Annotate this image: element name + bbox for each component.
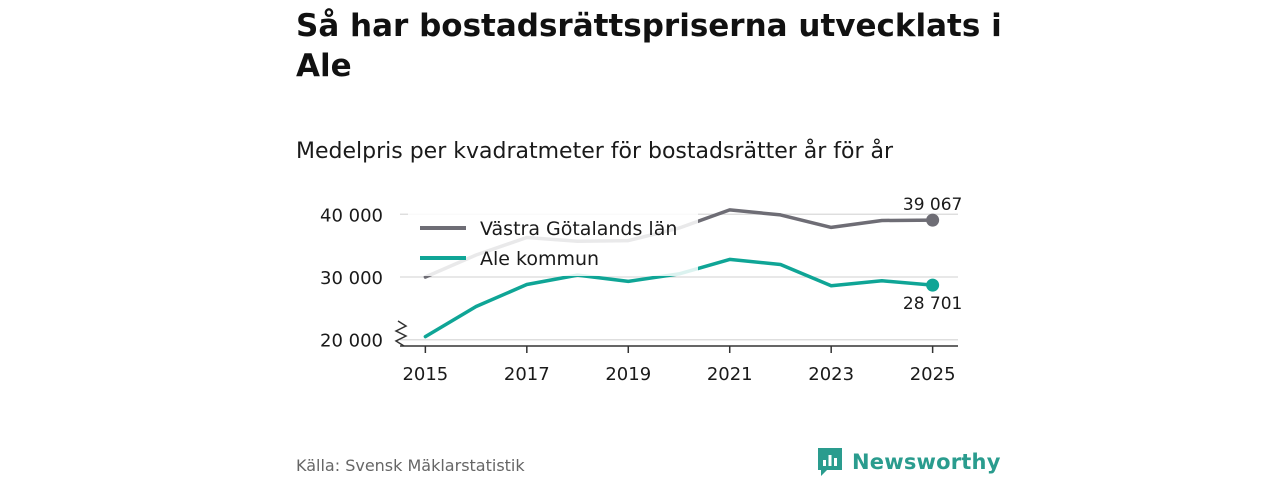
x-tick-label: 2019 <box>605 364 651 385</box>
legend-background <box>408 206 698 276</box>
chart-title: Så har bostadsrättspriserna utvecklats i… <box>296 8 1002 84</box>
series-end-point <box>926 213 940 227</box>
brand-name: Newsworthy <box>852 450 1001 474</box>
x-tick-label: 2023 <box>808 364 854 385</box>
legend-label: Västra Götalands län <box>480 218 677 240</box>
x-tick-label: 2021 <box>707 364 753 385</box>
series-end-point <box>926 278 940 292</box>
source-note: Källa: Svensk Mäklarstatistik <box>296 456 525 475</box>
x-tick-label: 2025 <box>910 364 956 385</box>
line-chart: 20 000 30 000 40 000 2015 2017 2019 2021 2023 2… <box>320 195 962 385</box>
y-tick-label: 40 000 <box>320 205 383 226</box>
end-value-label: 39 067 <box>903 195 962 215</box>
y-tick-label: 20 000 <box>320 331 383 352</box>
newsworthy-brand[interactable]: Newsworthy <box>816 446 1001 478</box>
chart-subtitle: Medelpris per kvadratmeter för bostadsrä… <box>296 139 894 164</box>
x-tick-label: 2017 <box>504 364 550 385</box>
legend-label: Ale kommun <box>480 248 599 270</box>
x-tick-label: 2015 <box>402 364 448 385</box>
axis-break-icon <box>394 320 408 347</box>
end-value-label: 28 701 <box>903 294 962 314</box>
y-tick-label: 30 000 <box>320 268 383 289</box>
newsworthy-logo-icon <box>818 448 842 476</box>
